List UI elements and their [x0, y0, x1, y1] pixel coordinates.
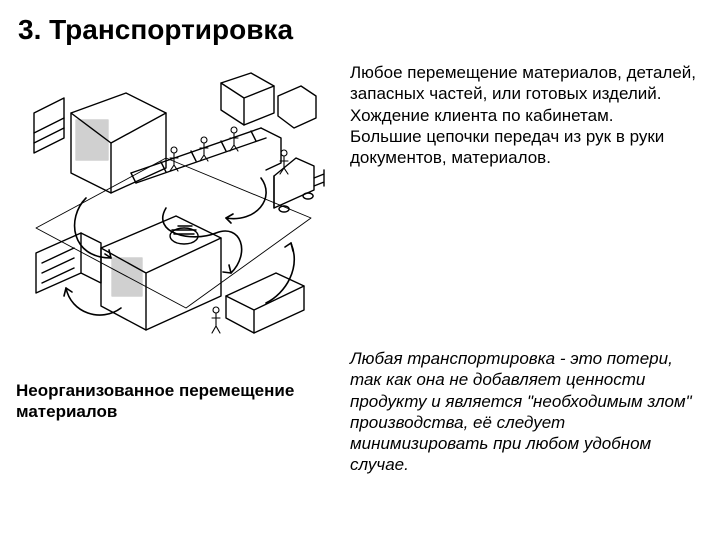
body-text-bottom: Любая транспортировка - это потери, так …: [350, 348, 700, 476]
slide-title: 3. Транспортировка: [18, 14, 293, 46]
factory-svg: [16, 58, 326, 348]
factory-diagram: [16, 58, 326, 348]
body-text-top: Любое перемещение материалов, деталей, з…: [350, 62, 700, 168]
diagram-caption: Неорганизованное перемещение материалов: [16, 380, 326, 423]
